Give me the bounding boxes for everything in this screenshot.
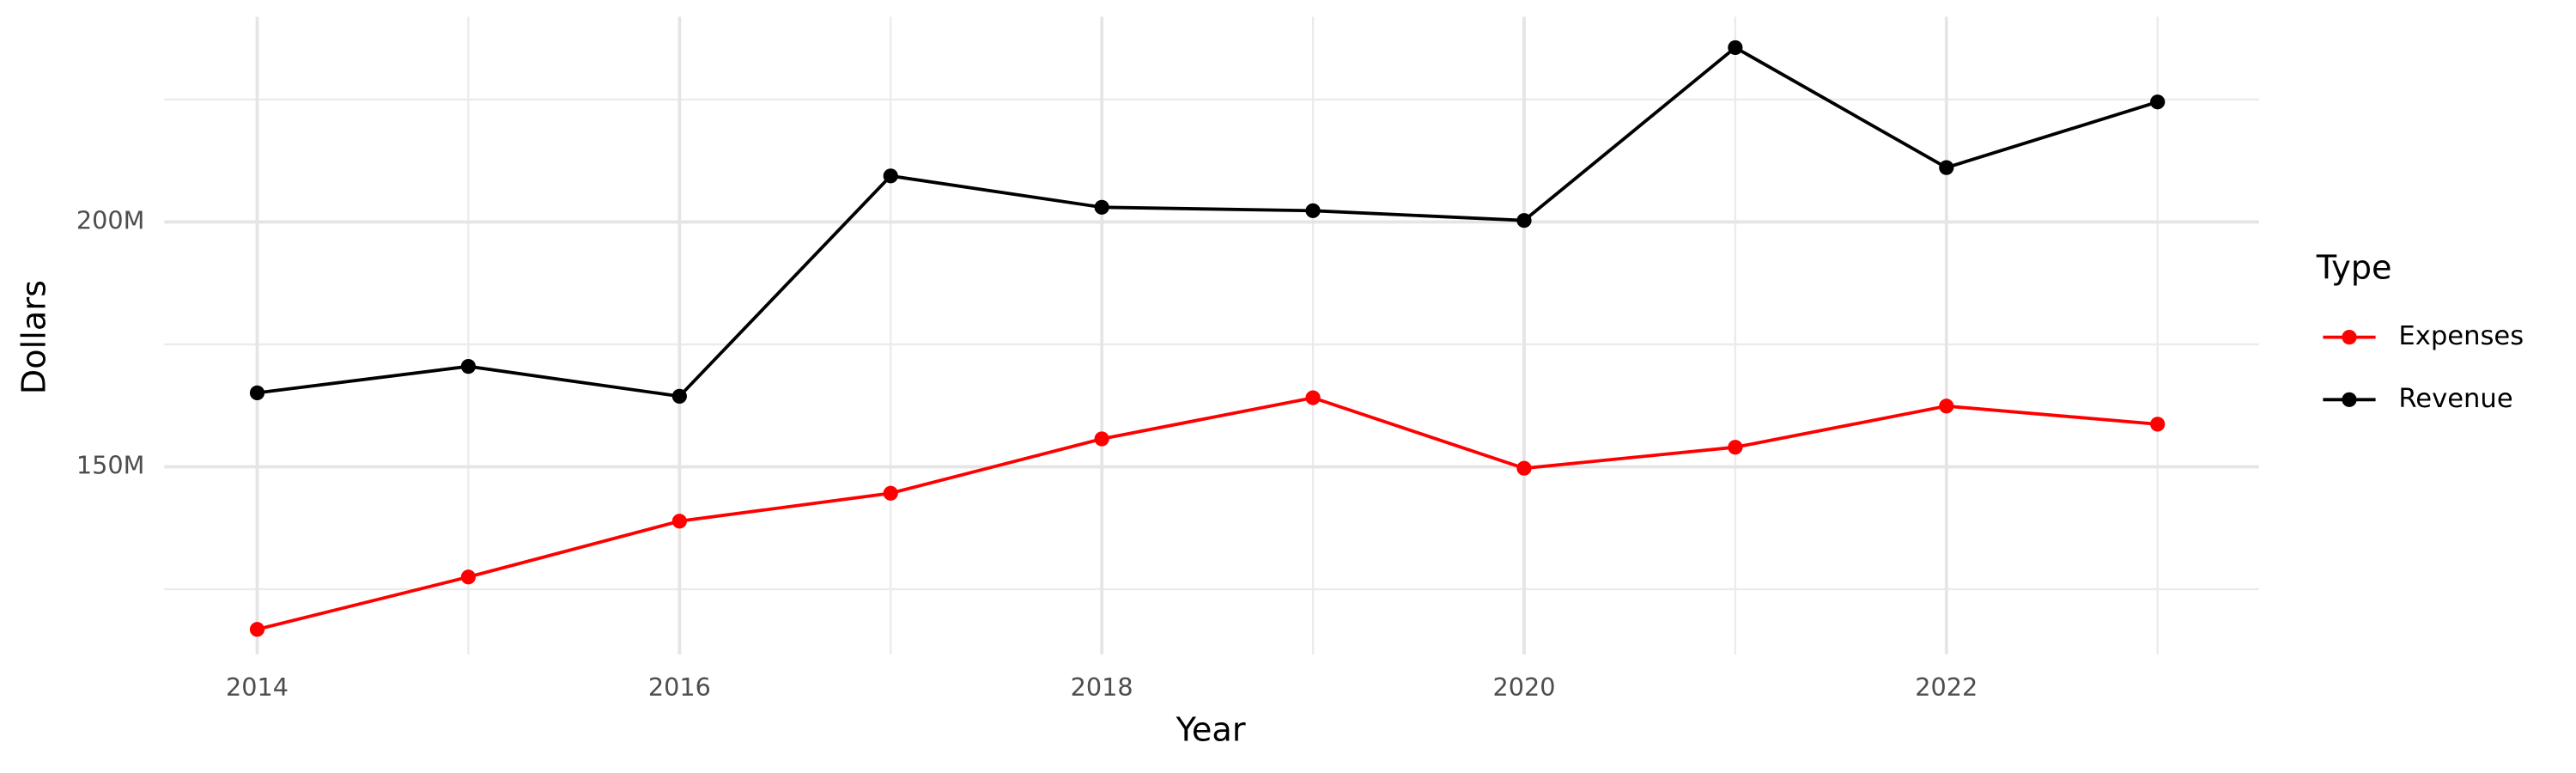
data-point: [1516, 460, 1532, 476]
data-point: [460, 569, 477, 585]
data-point: [1094, 199, 1109, 215]
data-point: [1305, 390, 1321, 405]
data-point: [1728, 40, 1743, 56]
legend-swatch-point: [2342, 392, 2357, 407]
data-point: [1516, 213, 1532, 228]
plot: [249, 40, 2166, 637]
y-axis-title: Dollars: [15, 280, 54, 394]
x-tick-label: 2020: [1492, 673, 1555, 702]
data-point: [1939, 160, 1954, 175]
legend-swatch-point: [2342, 329, 2357, 345]
data-point: [460, 358, 477, 374]
x-tick-label: 2022: [1915, 673, 1978, 702]
x-axis-title: Year: [1176, 710, 1246, 749]
data-point: [2150, 417, 2166, 432]
grid: [164, 16, 2259, 654]
data-point: [671, 514, 687, 529]
legend-text: Expenses: [2398, 321, 2524, 351]
data-point: [1939, 399, 1954, 414]
series-line: [257, 46, 2159, 399]
data-point: [883, 485, 898, 501]
x-tick-label: 2014: [226, 673, 289, 702]
data-point: [883, 168, 898, 184]
x-tick-label: 2018: [1071, 673, 1133, 702]
legend-text: Revenue: [2398, 384, 2512, 414]
data-point: [1728, 440, 1743, 455]
series-line: [257, 396, 2158, 631]
data-point: [2150, 94, 2166, 110]
data-point: [671, 388, 687, 404]
y-tick-label: 200M: [76, 205, 145, 234]
x-tick-label: 2016: [648, 673, 711, 702]
data-point: [1305, 203, 1321, 218]
data-point: [249, 622, 265, 637]
y-tick-label: 150M: [76, 450, 145, 479]
legend-title: Type: [2316, 249, 2392, 288]
data-point: [1094, 431, 1109, 447]
data-point: [249, 385, 265, 401]
